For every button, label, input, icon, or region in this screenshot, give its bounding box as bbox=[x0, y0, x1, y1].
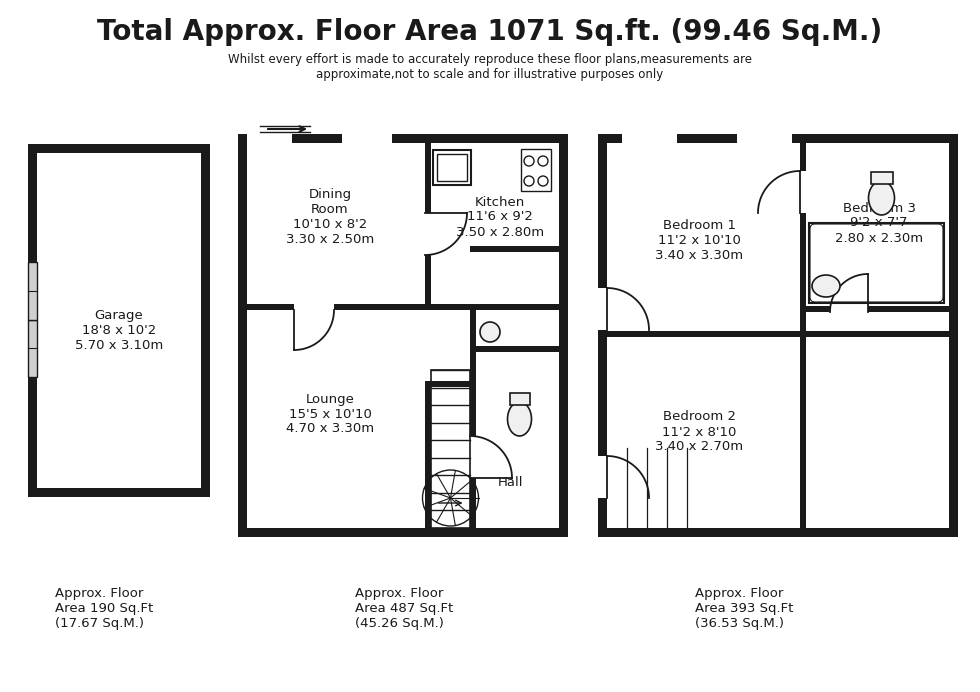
Bar bbox=[737, 134, 792, 143]
Bar bbox=[238, 134, 568, 143]
Ellipse shape bbox=[508, 402, 531, 436]
Bar bbox=[800, 306, 949, 312]
Bar bbox=[470, 310, 476, 387]
Text: Lounge
15'5 x 10'10
4.70 x 3.30m: Lounge 15'5 x 10'10 4.70 x 3.30m bbox=[286, 392, 374, 435]
Text: Whilst every effort is made to accurately reproduce these floor plans,measuremen: Whilst every effort is made to accuratel… bbox=[228, 53, 752, 81]
Bar bbox=[800, 143, 806, 528]
Bar bbox=[425, 143, 431, 213]
Bar bbox=[431, 370, 470, 528]
Bar bbox=[425, 255, 431, 310]
Text: Hall: Hall bbox=[497, 475, 522, 489]
Bar bbox=[809, 223, 944, 303]
Bar bbox=[598, 528, 958, 537]
Bar bbox=[607, 331, 949, 337]
Bar bbox=[238, 134, 247, 537]
Text: Bedroom 3
9'2 x 7'7
2.80 x 2.30m: Bedroom 3 9'2 x 7'7 2.80 x 2.30m bbox=[835, 201, 923, 244]
Bar bbox=[201, 144, 210, 497]
Bar bbox=[201, 488, 210, 497]
Text: Kitchen
11'6 x 9'2
3.50 x 2.80m: Kitchen 11'6 x 9'2 3.50 x 2.80m bbox=[456, 196, 544, 239]
Text: Bedroom 2
11'2 x 8'10
3.40 x 2.70m: Bedroom 2 11'2 x 8'10 3.40 x 2.70m bbox=[655, 410, 743, 453]
Bar bbox=[433, 150, 471, 185]
Bar bbox=[28, 144, 210, 153]
Bar bbox=[949, 134, 958, 537]
Bar bbox=[598, 288, 607, 330]
Bar bbox=[28, 488, 210, 497]
Bar bbox=[247, 134, 292, 143]
Bar bbox=[521, 149, 551, 191]
Text: Bedroom 1
11'2 x 10'10
3.40 x 3.30m: Bedroom 1 11'2 x 10'10 3.40 x 3.30m bbox=[655, 219, 743, 262]
Bar bbox=[334, 304, 425, 310]
Bar bbox=[598, 503, 632, 537]
Circle shape bbox=[480, 322, 500, 342]
Bar bbox=[598, 456, 607, 498]
Text: Approx. Floor
Area 393 Sq.Ft
(36.53 Sq.M.): Approx. Floor Area 393 Sq.Ft (36.53 Sq.M… bbox=[695, 587, 794, 630]
Bar bbox=[425, 387, 431, 528]
Text: Garage
18'8 x 10'2
5.70 x 3.10m: Garage 18'8 x 10'2 5.70 x 3.10m bbox=[74, 309, 163, 352]
Bar bbox=[437, 154, 467, 181]
Bar bbox=[470, 246, 559, 252]
Bar bbox=[830, 306, 868, 312]
Bar bbox=[470, 346, 559, 352]
Bar bbox=[800, 171, 806, 213]
Bar bbox=[342, 134, 392, 143]
Ellipse shape bbox=[812, 275, 840, 297]
Bar bbox=[598, 134, 607, 537]
Text: Dining
Room
10'10 x 8'2
3.30 x 2.50m: Dining Room 10'10 x 8'2 3.30 x 2.50m bbox=[286, 188, 374, 246]
Text: Total Approx. Floor Area 1071 Sq.ft. (99.46 Sq.M.): Total Approx. Floor Area 1071 Sq.ft. (99… bbox=[97, 18, 883, 46]
Bar bbox=[510, 393, 529, 405]
Bar bbox=[870, 172, 893, 184]
Bar bbox=[28, 262, 37, 377]
Bar bbox=[238, 528, 568, 537]
Ellipse shape bbox=[868, 181, 895, 215]
Bar bbox=[622, 134, 677, 143]
Bar bbox=[607, 503, 632, 528]
Bar bbox=[247, 304, 294, 310]
Bar bbox=[598, 134, 958, 143]
Bar bbox=[559, 134, 568, 537]
Text: Approx. Floor
Area 487 Sq.Ft
(45.26 Sq.M.): Approx. Floor Area 487 Sq.Ft (45.26 Sq.M… bbox=[355, 587, 454, 630]
Bar bbox=[425, 381, 470, 387]
Text: Approx. Floor
Area 190 Sq.Ft
(17.67 Sq.M.): Approx. Floor Area 190 Sq.Ft (17.67 Sq.M… bbox=[55, 587, 153, 630]
Bar bbox=[470, 310, 476, 528]
Bar bbox=[28, 320, 37, 377]
Bar bbox=[425, 304, 559, 310]
Bar bbox=[28, 144, 37, 497]
Bar bbox=[470, 436, 476, 478]
Bar bbox=[28, 262, 37, 320]
